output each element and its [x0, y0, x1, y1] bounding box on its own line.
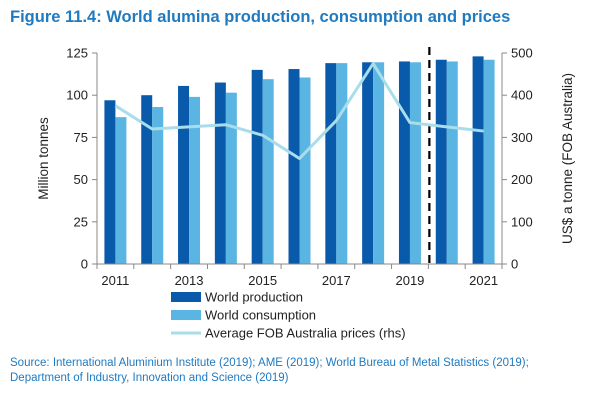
bar-production-2020 [435, 59, 447, 264]
bar-consumption-2018 [373, 62, 385, 265]
bar-consumption-2011 [115, 117, 127, 264]
y-tick-label-left: 0 [81, 257, 88, 272]
y-tick-label-left: 50 [74, 172, 88, 187]
bar-consumption-2014 [225, 92, 237, 264]
x-tick-label: 2019 [395, 273, 424, 288]
bar-consumption-2016 [299, 77, 311, 264]
y-tick-label-left: 100 [66, 88, 88, 103]
y-tick-label-right: 500 [511, 46, 533, 61]
y-tick-label-left: 125 [66, 46, 88, 61]
y-tick-label-left: 25 [74, 214, 88, 229]
axes-layer: 0 25 50 75 100 125 0 100 200 300 400 500 2011 2013 201… [36, 46, 575, 289]
legend-label-consumption: World consumption [205, 308, 316, 323]
bar-consumption-2013 [189, 96, 201, 264]
x-tick-label: 2011 [101, 273, 129, 288]
bar-production-2017 [325, 63, 337, 265]
bar-production-2016 [288, 69, 300, 264]
legend-swatch-production [171, 292, 201, 302]
bar-consumption-2019 [409, 62, 421, 265]
x-tick-label: 2015 [248, 273, 277, 288]
y-tick-label-right: 0 [511, 257, 518, 272]
bar-production-2018 [362, 62, 374, 265]
y-axis-label-right: US$ a tonne (FOB Australia) [560, 73, 575, 244]
y-tick-label-left: 75 [74, 130, 88, 145]
x-tick-label: 2021 [469, 273, 498, 288]
bar-consumption-2015 [262, 79, 274, 264]
line-series-price [114, 62, 484, 160]
bar-production-2012 [141, 95, 153, 264]
legend: World production World consumption Average… [171, 290, 406, 341]
bar-consumption-2017 [336, 63, 348, 265]
bar-consumption-2021 [483, 59, 495, 264]
legend-swatch-consumption [171, 310, 201, 320]
x-tick-label: 2013 [175, 273, 204, 288]
y-tick-label-right: 200 [511, 172, 533, 187]
legend-label-price: Average FOB Australia prices (rhs) [205, 326, 406, 341]
bar-consumption-2012 [152, 107, 164, 265]
chart-title: Figure 11.4: World alumina production, c… [10, 8, 511, 26]
y-tick-label-right: 400 [511, 88, 533, 103]
x-tick-label: 2017 [322, 273, 351, 288]
bar-production-2015 [251, 69, 263, 264]
price-line-layer [114, 62, 484, 160]
bar-consumption-2020 [446, 61, 458, 264]
source-note: Source: International Aluminium Institut… [10, 357, 529, 384]
bar-production-2013 [178, 85, 190, 264]
y-tick-label-right: 300 [511, 130, 533, 145]
bar-production-2021 [472, 56, 484, 264]
y-tick-label-right: 100 [511, 214, 533, 229]
legend-label-production: World production [205, 290, 303, 305]
bar-production-2014 [214, 82, 226, 264]
y-axis-label-left: Million tonnes [36, 117, 51, 200]
bar-production-2011 [104, 100, 116, 264]
bar-production-2019 [398, 61, 410, 264]
bars-layer [104, 56, 495, 265]
